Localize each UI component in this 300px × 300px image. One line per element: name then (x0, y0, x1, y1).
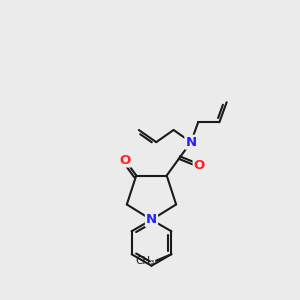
Text: N: N (185, 136, 197, 149)
Text: O: O (119, 154, 130, 166)
Text: O: O (194, 159, 205, 172)
Text: N: N (146, 213, 157, 226)
Text: CH₃: CH₃ (135, 256, 154, 266)
